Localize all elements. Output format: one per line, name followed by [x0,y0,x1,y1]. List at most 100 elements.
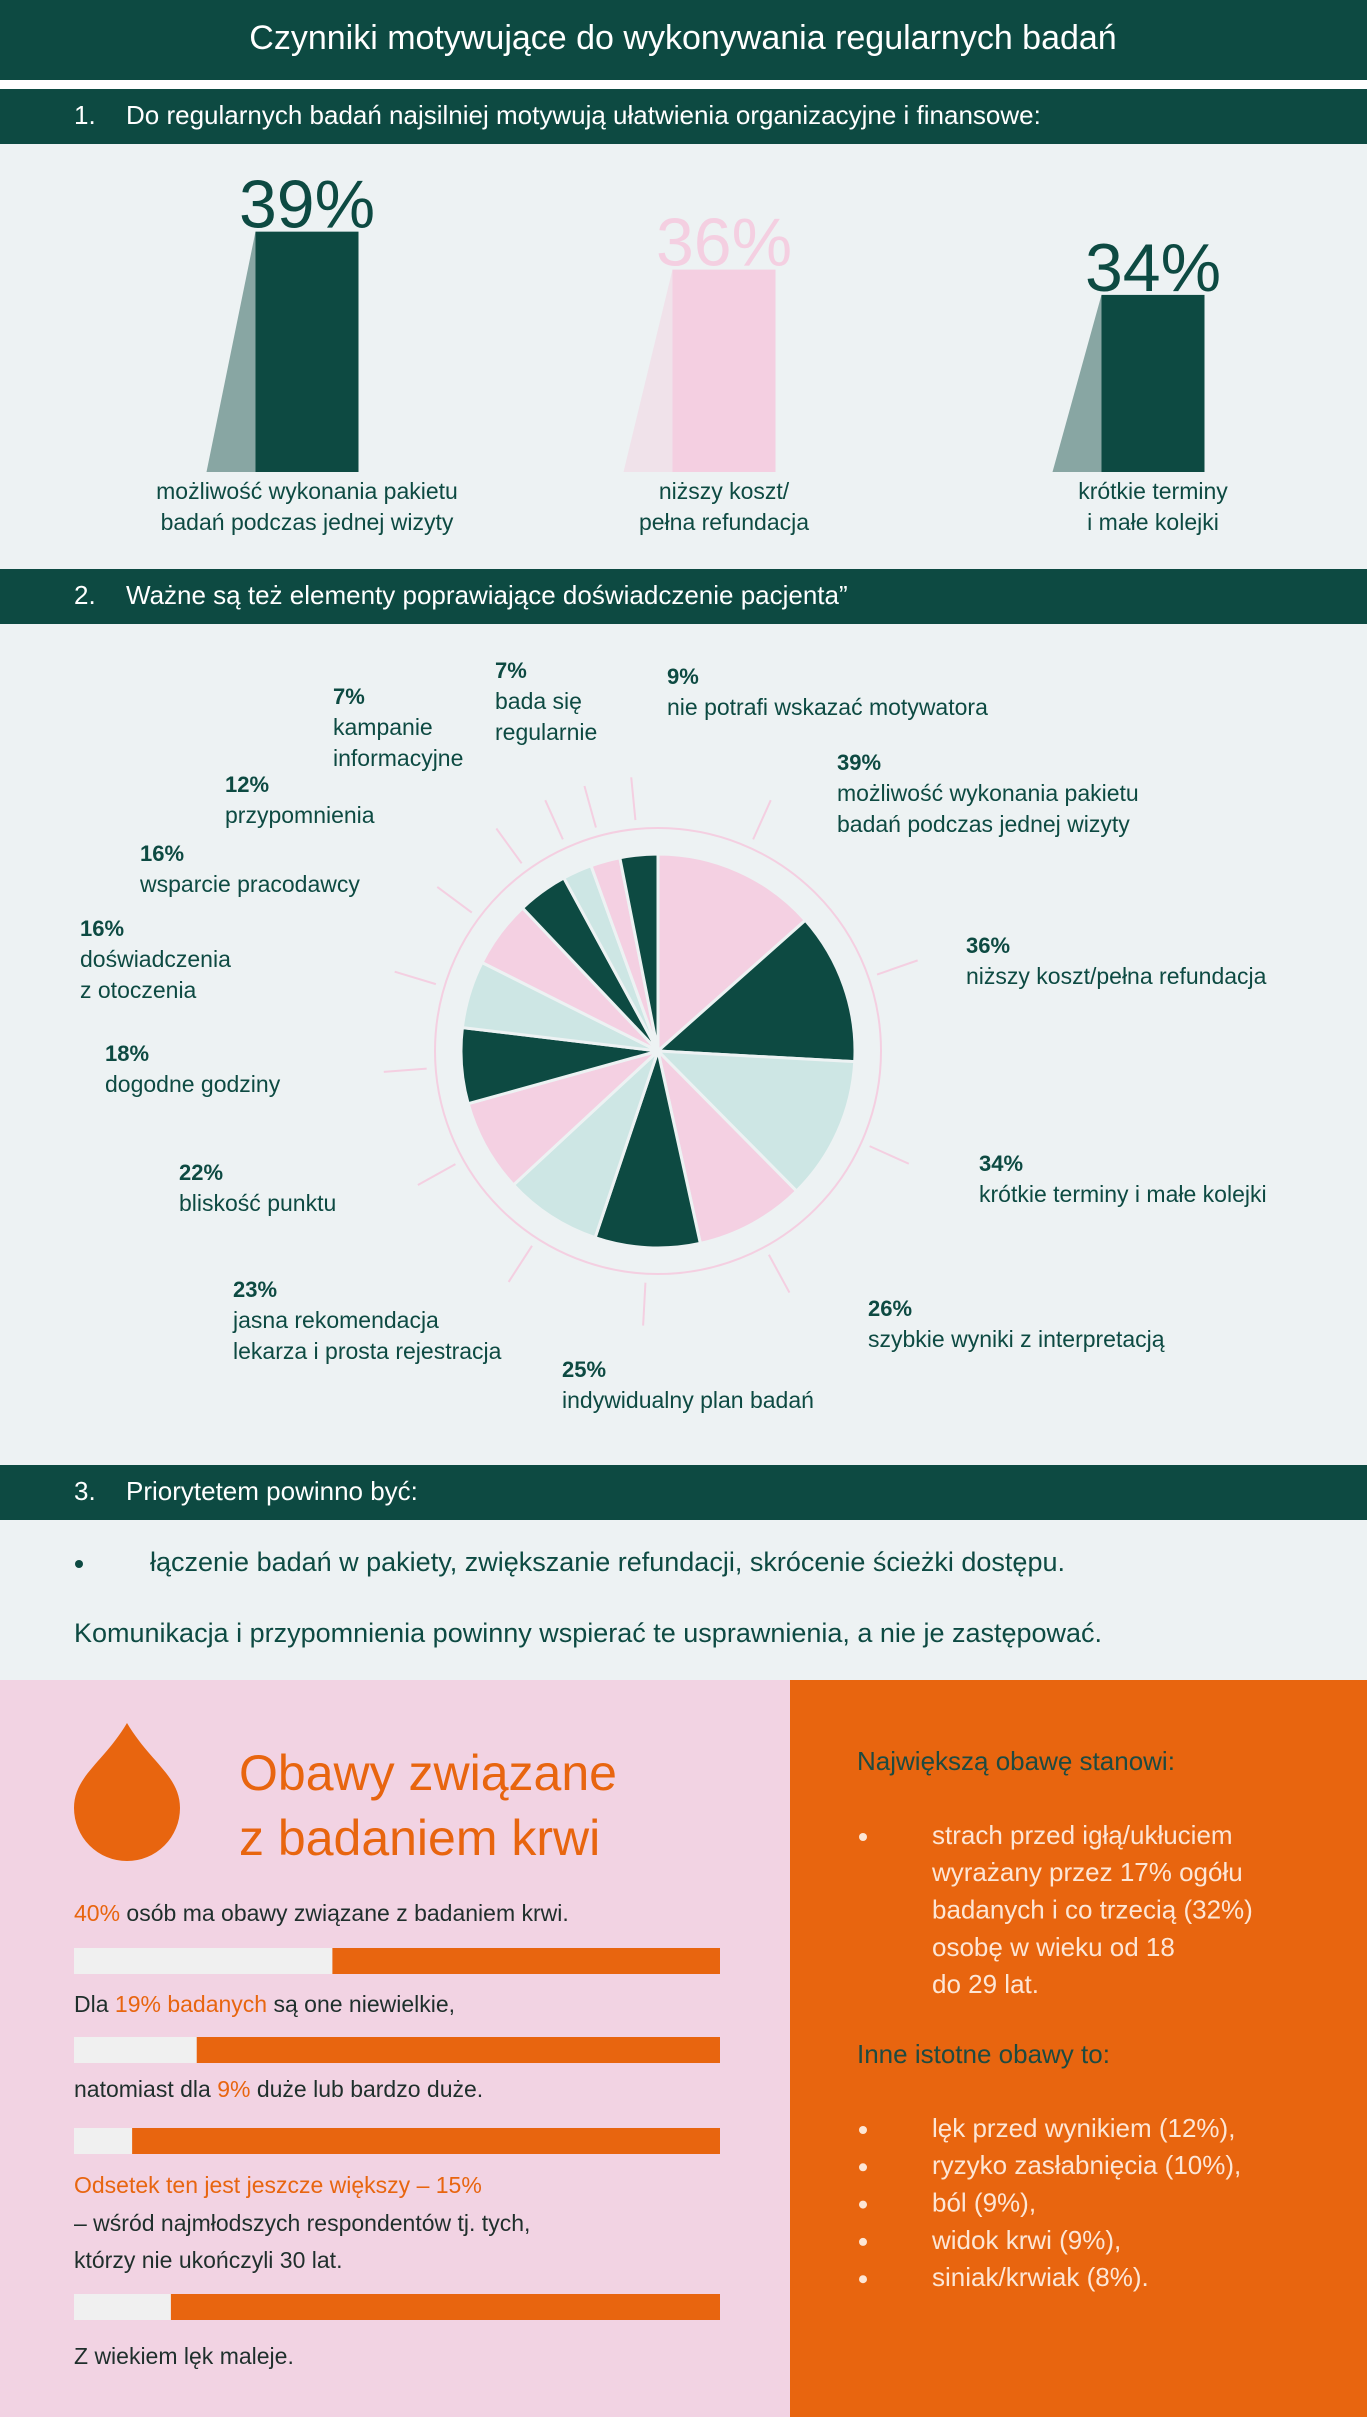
blood-text: Z wiekiem lęk maleje. [74,2343,294,2369]
category-label: możliwość wykonania pakietu [156,478,458,504]
concern-item: do 29 lat. [932,1969,1039,1999]
leader-line [869,1145,910,1165]
slice-label: niższy koszt/pełna refundacja [966,963,1267,989]
progress-fill [74,2037,197,2063]
slice-value-label: 12% [225,772,269,797]
slice-label: regularnie [495,719,597,745]
slice-value-label: 23% [233,1277,277,1302]
pie-ring [434,827,882,1275]
progress-fill [74,2128,133,2154]
progress-rest [170,2294,720,2320]
bar [1101,294,1205,472]
slice-value-label: 39% [837,750,881,775]
leader-line [507,1245,533,1283]
value-label: 39% [239,167,375,243]
bullet [859,2237,867,2246]
section-number: 2. [74,580,96,610]
section-title: Priorytetem powinno być: [126,1476,418,1506]
blood-text: którzy nie ukończyli 30 lat. [74,2247,342,2273]
concerns-heading: Największą obawę stanowi: [857,1746,1175,1776]
priority-note: Komunikacja i przypomnienia powinny wspi… [74,1618,1102,1648]
slice-value-label: 34% [979,1151,1023,1176]
drop-icon [74,1723,180,1861]
text-run: – wśród najmłodszych respondentów tj. ty… [74,2210,530,2236]
concerns-panel [790,1680,1367,2417]
concern-item: osobę w wieku od 18 [932,1932,1175,1962]
progress-fill [74,2294,171,2320]
bar-shadow [623,269,673,472]
slice-value-label: 25% [562,1357,606,1382]
pie-slice [654,1049,857,1194]
pie-slice [618,852,660,1052]
slice-value-label: 9% [667,664,699,689]
bullet [859,2163,867,2172]
text-run: Odsetek ten jest jeszcze większy – 15% [74,2172,482,2198]
text-run: Z wiekiem lęk maleje. [74,2343,294,2369]
pie-slice [593,1045,703,1250]
leader-line [394,970,437,986]
category-label: pełna refundacja [639,509,809,535]
concern-item: wyrażany przez 17% ogółu [931,1857,1243,1887]
pie-slice [656,852,808,1055]
blood-text: natomiast dla 9% duże lub bardzo duże. [74,2076,483,2102]
leader-line [417,1163,456,1186]
leader-line [544,799,564,840]
slice-label: badań podczas jednej wizyty [837,811,1130,837]
value-label: 36% [656,205,792,281]
text-run: 40% [74,1900,120,1926]
text-run: 9% [217,2076,250,2102]
concern-item: widok krwi (9%), [931,2225,1121,2255]
category-label: niższy koszt/ [659,478,790,504]
text-run: natomiast dla [74,2076,217,2102]
leader-line [495,827,523,864]
slice-label: kampanie [333,714,433,740]
blood-title: z badaniem krwi [239,1810,600,1866]
slice-label: możliwość wykonania pakietu [837,780,1139,806]
leader-line [642,1282,647,1326]
leader-line [383,1067,427,1073]
text-run: Dla [74,1991,115,2017]
header-band [0,0,1367,80]
section-band [0,89,1367,144]
bullet [75,1560,83,1568]
slice-value-label: 36% [966,933,1010,958]
slice-value-label: 16% [140,841,184,866]
progress-rest [332,1948,720,1974]
concern-item: lęk przed wynikiem (12%), [932,2113,1235,2143]
slice-label: lekarza i prosta rejestracja [233,1338,502,1364]
header-rule [0,80,1367,89]
slice-label: z otoczenia [80,977,197,1003]
text-run: 19% badanych [115,1991,267,2017]
slice-label: dogodne godziny [105,1071,281,1097]
concern-item: badanych i co trzecią (32%) [932,1894,1253,1924]
pie-slice [654,918,857,1064]
bar-shadow [1052,294,1102,472]
concern-item: strach przed igłą/ukłuciem [932,1820,1233,1850]
slice-label: szybkie wyniki z interpretacją [868,1326,1165,1352]
leader-line [630,777,637,821]
category-label: i małe kolejki [1087,509,1219,535]
leader-line [436,886,473,914]
slice-value-label: 18% [105,1041,149,1066]
pie-slice [655,1046,799,1246]
text-run: którzy nie ukończyli 30 lat. [74,2247,342,2273]
slice-value-label: 26% [868,1296,912,1321]
bullet [859,2126,867,2134]
leader-line [583,785,597,828]
progress-rest [132,2128,720,2154]
bar-shadow [206,231,256,472]
slice-label: informacyjne [333,745,463,771]
slice-label: doświadczenia [80,946,231,972]
section-band [0,1465,1367,1520]
slice-value-label: 7% [333,684,365,709]
text-run: duże lub bardzo duże. [250,2076,483,2102]
progress-rest [196,2037,721,2063]
section-title: Ważne są też elementy poprawiające doświ… [126,580,848,610]
bar [255,231,359,472]
category-label: krótkie terminy [1078,478,1228,504]
pie-slice [466,1049,660,1188]
slice-label: nie potrafi wskazać motywatora [667,694,988,720]
slice-label: przypomnienia [225,802,375,828]
